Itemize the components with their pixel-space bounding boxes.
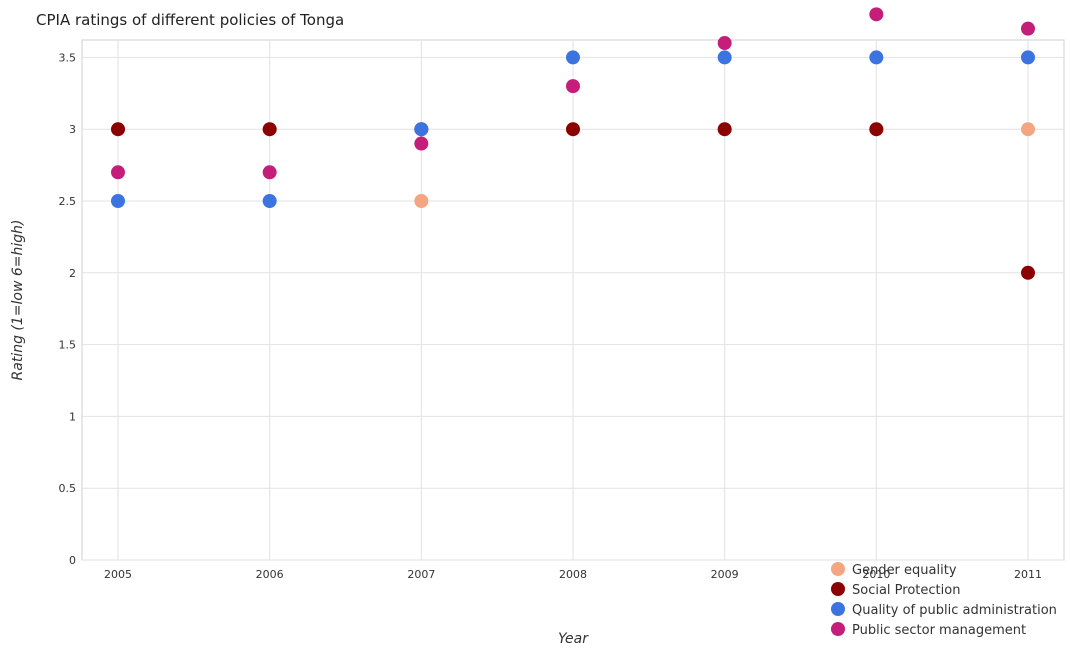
data-point-social-protection [262,122,277,137]
data-point-quality-of-public-administration [414,122,429,137]
data-point-social-protection [1021,265,1035,280]
data-point-public-sector-management [717,36,732,51]
x-tick-label: 2011 [1014,568,1042,581]
data-point-social-protection [717,122,732,137]
y-tick-label: 2 [69,267,76,280]
x-tick-label: 2007 [407,568,435,581]
data-point-public-sector-management [111,165,125,180]
data-point-public-sector-management [566,79,580,94]
data-point-quality-of-public-administration [111,194,125,208]
data-point-social-protection [111,122,125,137]
x-tick-label: 2005 [104,568,132,581]
data-point-public-sector-management [869,7,884,22]
data-point-quality-of-public-administration [1021,50,1035,65]
legend-marker [831,622,845,636]
legend-marker [831,562,845,576]
legend-label: Gender equality [852,563,957,578]
x-tick-label: 2008 [559,568,587,581]
x-axis-ticks: 2005 2006 2007 2008 2009 2010 2011 [104,568,1042,581]
legend-marker [831,582,845,596]
chart-title: CPIA ratings of different policies of To… [36,11,344,29]
legend-label: Quality of public administration [852,603,1057,618]
data-point-public-sector-management [262,165,277,180]
data-point-quality-of-public-administration [262,194,277,208]
data-point-public-sector-management [1021,21,1035,36]
x-tick-label: 2009 [711,568,739,581]
y-tick-label: 1 [69,410,76,423]
gridlines [82,40,1064,561]
data-point-public-sector-management [414,136,429,151]
data-point-quality-of-public-administration [717,50,732,65]
y-tick-label: 2.5 [59,195,77,208]
data-point-social-protection [566,122,580,137]
legend: Gender equality Social Protection Quality … [831,562,1057,638]
data-point-quality-of-public-administration [566,50,580,65]
data-points [111,7,1035,280]
y-tick-label: 0 [69,554,76,567]
y-tick-label: 3.5 [59,51,77,64]
legend-marker [831,602,845,616]
y-tick-label: 3 [69,123,76,136]
x-axis-label: Year [558,631,589,647]
data-point-quality-of-public-administration [869,50,884,65]
data-point-gender-equality [414,194,429,208]
legend-label: Social Protection [852,583,960,598]
legend-label: Public sector management [852,623,1026,638]
x-tick-label: 2006 [256,568,284,581]
x-tick-label: 2010 [862,568,890,581]
y-axis-ticks: 0 0.5 1 1.5 2 2.5 3 3.5 [59,51,77,567]
data-point-social-protection [869,122,884,137]
data-point-gender-equality [1021,122,1035,137]
y-axis-label: Rating (1=low 6=high) [10,220,26,381]
y-tick-label: 0.5 [59,482,77,495]
y-tick-label: 1.5 [59,339,77,352]
